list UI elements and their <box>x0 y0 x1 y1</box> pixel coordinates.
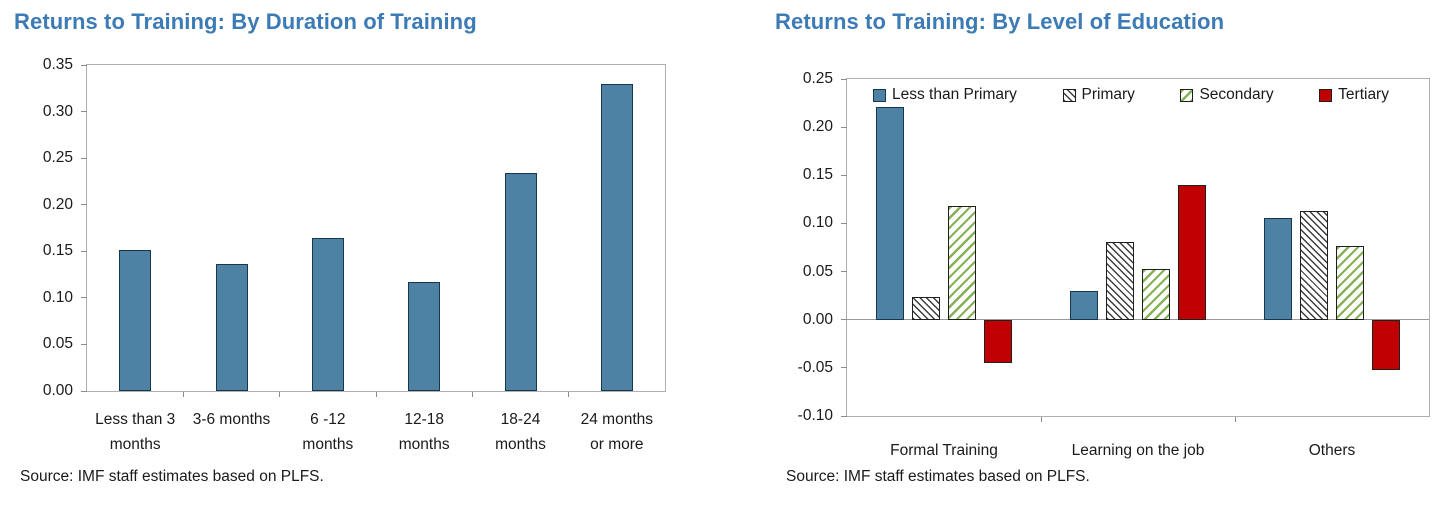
x-axis-category-label: Others <box>1308 442 1356 459</box>
y-axis-tick <box>841 415 847 417</box>
chart-title: Returns to Training: By Duration of Trai… <box>14 9 477 34</box>
legend-label: Tertiary <box>1338 86 1389 103</box>
bar-returns-to-training <box>600 83 633 391</box>
x-axis-category-label: 12-18 months <box>398 411 450 453</box>
plot-area: 0.35 0.30 0.25 0.20 0.15 0.10 0.05 0.00 Less tha… <box>43 56 666 453</box>
y-axis-tick-label: -0.05 <box>797 358 833 376</box>
y-axis-tick <box>841 319 847 321</box>
y-axis-tick-label: 0.10 <box>42 288 73 306</box>
bar-returns-to-training <box>311 238 344 391</box>
chart-returns-by-duration: Returns to Training: By Duration of Trai… <box>14 9 666 485</box>
y-axis-tick <box>841 174 847 176</box>
y-axis-tick <box>841 78 847 80</box>
y-axis-tick <box>841 271 847 273</box>
y-axis-tick <box>81 297 87 299</box>
y-axis-tick-label: 0.15 <box>802 166 833 184</box>
bar-secondary <box>1142 268 1170 320</box>
bar-primary <box>1106 241 1134 320</box>
y-axis-tick-label: 0.05 <box>42 335 73 353</box>
y-axis-tick-label: 0.25 <box>802 70 833 87</box>
y-axis-tick-label: 0.25 <box>42 149 73 167</box>
y-axis-tick <box>81 343 87 345</box>
bar-tertiary <box>1178 184 1206 320</box>
x-axis-tick <box>1040 417 1042 422</box>
x-axis-category-label: Learning on the job <box>1071 442 1205 459</box>
bar-tertiary <box>1372 319 1400 370</box>
x-axis-tick <box>568 392 570 397</box>
x-axis-category-label: 3-6 months <box>192 411 271 428</box>
bar-less-than-primary <box>876 106 904 320</box>
bar-returns-to-training <box>215 264 248 391</box>
y-axis-tick-label: 0.15 <box>42 242 73 260</box>
legend-swatch-icon <box>1062 88 1076 102</box>
y-axis-tick-label: 0.20 <box>42 195 73 213</box>
plot-area: 0.25 0.20 0.15 0.10 0.05 0.00 -0.05 -0.10 Formal… <box>798 70 1430 459</box>
bar-tertiary <box>984 319 1012 364</box>
y-axis-tick-label: 0.00 <box>42 382 73 399</box>
chart-returns-by-education: Returns to Training: By Level of Educati… <box>728 0 1456 512</box>
legend-item: Secondary <box>1180 86 1274 104</box>
y-axis-tick-label: 0.05 <box>802 262 833 280</box>
legend-label: Primary <box>1081 86 1135 103</box>
y-axis-tick-label: -0.10 <box>797 407 833 424</box>
legend: Less than Primary Primary Secondary Tertiar… <box>873 86 1389 104</box>
y-axis-tick-label: 0.30 <box>42 102 73 120</box>
bar-returns-to-training <box>408 282 441 391</box>
y-axis-tick-label: 0.10 <box>802 214 833 232</box>
y-axis-tick <box>81 204 87 206</box>
x-axis-tick <box>1234 417 1236 422</box>
y-axis-tick <box>81 64 87 66</box>
chart-title: Returns to Training: By Level of Educati… <box>775 9 1225 34</box>
x-axis-tick <box>375 392 377 397</box>
x-axis-tick <box>182 392 184 397</box>
legend-swatch-icon <box>1180 88 1194 102</box>
y-axis-tick-label: 0.35 <box>42 56 73 73</box>
x-axis-category-label: Less than 3 months <box>95 411 176 453</box>
bar-less-than-primary <box>1070 290 1098 320</box>
y-axis-tick <box>841 222 847 224</box>
y-axis-tick-label: 0.00 <box>802 310 833 328</box>
bar-primary <box>1300 210 1328 320</box>
y-axis-tick <box>81 250 87 252</box>
legend-item: Tertiary <box>1319 86 1389 104</box>
bar-returns-to-training <box>119 250 152 391</box>
y-axis-tick <box>81 157 87 159</box>
legend-label: Less than Primary <box>892 86 1017 103</box>
x-axis-tick <box>279 392 281 397</box>
legend-swatch-icon <box>1319 88 1333 102</box>
x-axis-tick <box>471 392 473 397</box>
bar-less-than-primary <box>1264 217 1292 320</box>
y-axis-tick-label: 0.20 <box>802 118 833 136</box>
zero-axis-line <box>847 319 1429 321</box>
legend-swatch-icon <box>873 88 886 102</box>
x-axis-category-label: 6 -12 months <box>302 411 354 453</box>
y-axis-tick <box>81 390 87 392</box>
y-axis-tick <box>841 367 847 369</box>
y-axis-tick <box>81 111 87 113</box>
x-axis-category-label: 24 months or more <box>580 411 654 453</box>
bar-secondary <box>948 206 976 320</box>
bar-primary <box>912 296 940 320</box>
legend-label: Secondary <box>1199 86 1274 103</box>
x-axis-category-label: 18-24 months <box>495 411 546 453</box>
source-note: Source: IMF staff estimates based on PLF… <box>20 468 324 485</box>
bar-returns-to-training <box>504 173 537 391</box>
x-axis-category-label: Formal Training <box>890 442 998 459</box>
legend-item: Primary <box>1062 86 1135 104</box>
y-axis-tick <box>841 126 847 128</box>
legend-item: Less than Primary <box>873 86 1017 104</box>
source-note: Source: IMF staff estimates based on PLF… <box>786 468 1090 485</box>
bar-secondary <box>1336 245 1364 320</box>
